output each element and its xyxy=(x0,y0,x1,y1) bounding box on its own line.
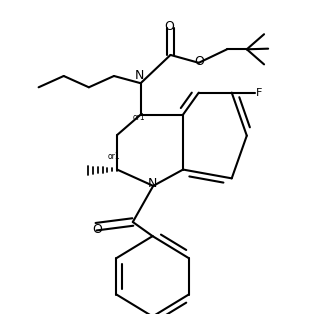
Text: N: N xyxy=(134,69,144,82)
Text: O: O xyxy=(92,223,102,236)
Text: O: O xyxy=(164,20,174,33)
Text: F: F xyxy=(256,88,263,98)
Text: N: N xyxy=(148,177,157,190)
Text: or1: or1 xyxy=(108,152,120,161)
Text: or1: or1 xyxy=(133,113,145,122)
Text: O: O xyxy=(194,55,204,68)
